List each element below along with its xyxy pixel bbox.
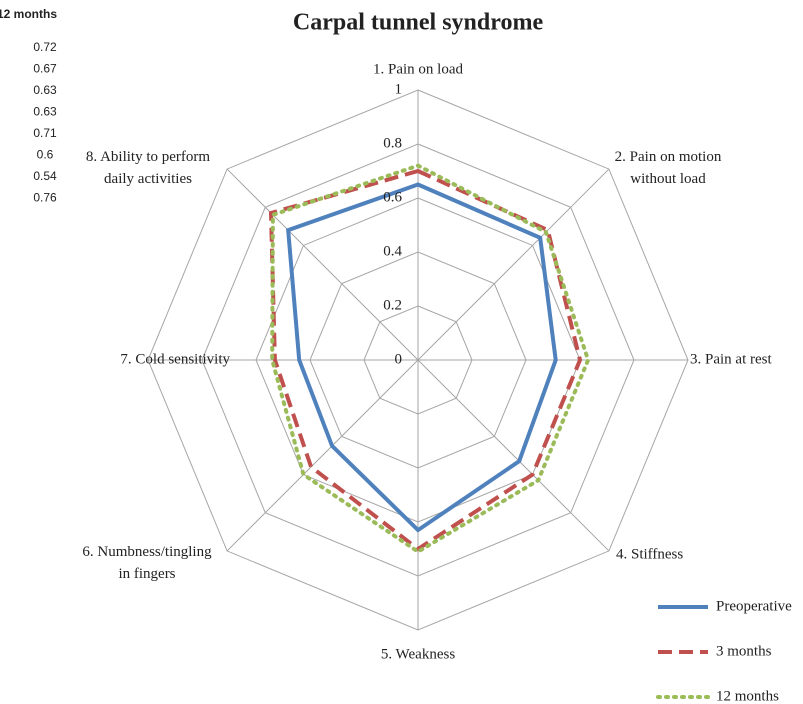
table-header: 12 months [0,7,57,21]
y-tick-label: 0.4 [383,243,402,259]
y-tick-label: 0.8 [383,135,402,151]
category-label: 1. Pain on load [373,61,463,77]
table-cell: 0.71 [33,126,57,140]
category-label: 4. Stiffness [616,546,683,562]
table-cell: 0.54 [33,169,57,183]
category-label: 7. Cold sensitivity [120,351,230,367]
spoke [226,168,419,361]
category-label: 6. Numbness/tingling in fingers [82,544,212,582]
spoke [417,359,610,552]
y-tick-label: 0 [395,351,403,367]
y-tick-label: 0.6 [383,189,402,205]
table-cell: 0.63 [33,83,57,97]
category-label: 2. Pain on motion without load [615,149,722,187]
table-cell: 0.63 [33,105,57,119]
series-line [270,163,591,555]
table-cell: 0.72 [33,40,57,54]
spoke [226,359,419,552]
table-cell: 0.67 [33,62,57,76]
category-label: 5. Weakness [381,646,455,662]
legend-label: Preoperative [716,598,792,614]
legend-label: 3 months [716,643,772,659]
category-label: 3. Pain at rest [690,351,772,367]
table-cell: 0.6 [37,148,54,162]
category-label: 8. Ability to perform daily activities [86,149,210,187]
legend-label: 12 months [716,688,779,704]
table-cell: 0.76 [33,191,57,205]
spoke [417,168,610,361]
y-tick-label: 1 [395,81,403,97]
series-line [286,182,558,533]
y-tick-label: 0.2 [383,297,402,313]
chart-title: Carpal tunnel syndrome [293,10,544,36]
